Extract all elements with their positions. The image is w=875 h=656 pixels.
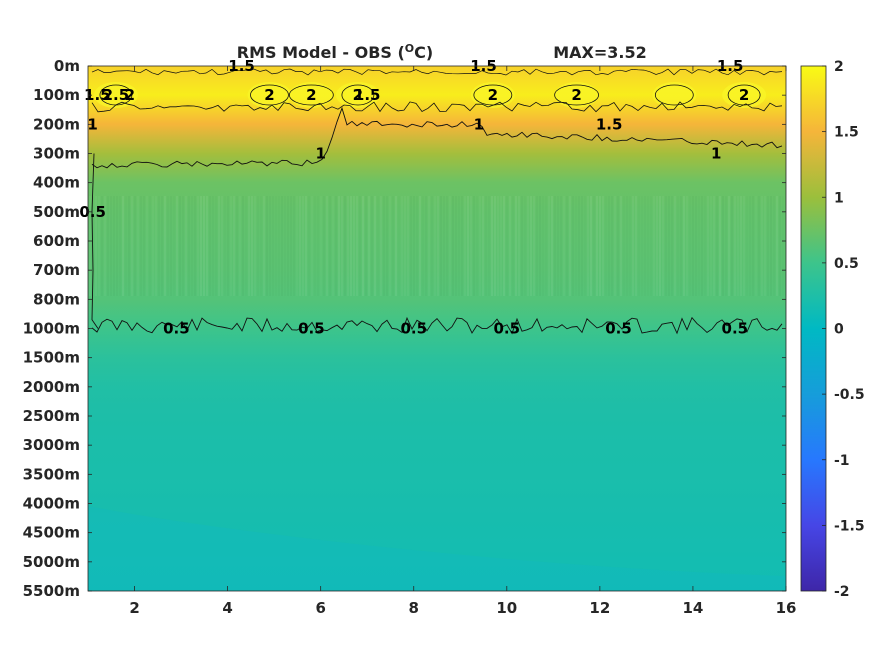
contour-label: 0.5 <box>163 320 190 338</box>
y-tick-label: 3000m <box>23 436 80 454</box>
colorbar-ticks: 2 1.5 1 0.5 0 -0.5 -1 -1.5 -2 <box>822 59 865 600</box>
y-tick-label: 4000m <box>23 495 80 513</box>
colorbar-tick-label: -1.5 <box>834 518 865 534</box>
contour-label: 1 <box>87 115 97 133</box>
contour-label: 1.5 <box>596 115 623 133</box>
colorbar-tick-label: 0.5 <box>834 256 859 272</box>
y-tick-label: 2500m <box>23 407 80 425</box>
contour-label: 1 <box>315 145 325 163</box>
y-tick-label: 300m <box>33 145 80 163</box>
colorbar-tick-label: 2 <box>834 59 844 75</box>
y-tick-label: 5000m <box>23 553 80 571</box>
x-tick-label: 2 <box>129 599 139 617</box>
contour-label: 0.5 <box>494 320 521 338</box>
y-tick-label: 200m <box>33 115 80 133</box>
y-tick-label: 0m <box>54 57 80 75</box>
x-tick-label: 14 <box>682 599 703 617</box>
colorbar-tick-label: -0.5 <box>834 387 865 403</box>
contour-label: 0.5 <box>722 320 749 338</box>
field-texture <box>88 82 786 591</box>
contour-label: 0.5 <box>79 203 106 221</box>
y-axis: 0m 100m 200m 300m 400m 500m 600m 700m 800m 1000m 1… <box>23 57 786 600</box>
colorbar-tick-label: 0 <box>834 322 844 338</box>
y-tick-label: 700m <box>33 261 80 279</box>
contour-label: 2 <box>739 86 749 104</box>
colorbar-tick-label: -2 <box>834 584 850 600</box>
colorbar-tick-label: 1 <box>834 190 844 206</box>
colorbar-scale <box>800 65 827 592</box>
y-tick-label: 600m <box>33 232 80 250</box>
colorbar: 2 1.5 1 0.5 0 -0.5 -1 -1.5 -2 <box>800 59 865 600</box>
x-tick-label: 16 <box>776 599 797 617</box>
colorbar-tick-label: 1.5 <box>834 125 859 141</box>
contour-label: 2.5 <box>103 86 130 104</box>
contour-label: 2 <box>264 86 274 104</box>
x-tick-label: 10 <box>496 599 517 617</box>
colorbar-tick-label: -1 <box>834 453 850 469</box>
y-tick-label: 1000m <box>23 320 80 338</box>
chart-title-unit-sup: O <box>405 42 414 55</box>
y-tick-label: 5500m <box>23 582 80 600</box>
y-tick-label: 3500m <box>23 465 80 483</box>
y-tick-label: 800m <box>33 290 80 308</box>
y-tick-label: 400m <box>33 174 80 192</box>
chart-title-main: RMS Model - OBS ( <box>237 43 405 62</box>
contour-label: 0.5 <box>400 320 427 338</box>
x-axis: 2 4 6 8 10 12 14 16 <box>129 66 796 617</box>
y-tick-label: 4500m <box>23 524 80 542</box>
x-tick-label: 6 <box>315 599 325 617</box>
chart-title: RMS Model - OBS (OC) <box>237 42 433 62</box>
x-tick-label: 4 <box>222 599 232 617</box>
contour-label: 1 <box>474 115 484 133</box>
x-tick-label: 12 <box>589 599 610 617</box>
contour-label: 2 <box>353 86 363 104</box>
max-label: MAX=3.52 <box>553 43 647 62</box>
heatmap-field <box>88 66 786 591</box>
chart-title-unit-rest: C) <box>414 43 433 62</box>
y-tick-label: 2000m <box>23 378 80 396</box>
x-tick-label: 8 <box>409 599 419 617</box>
contour-label: 1 <box>711 145 721 163</box>
contour-label: 1.5 <box>354 86 381 104</box>
y-tick-label: 100m <box>33 86 80 104</box>
contour-label: 0.5 <box>298 320 325 338</box>
y-tick-label: 1500m <box>23 349 80 367</box>
contour-label: 2 <box>306 86 316 104</box>
contour-label: 2 <box>125 86 135 104</box>
contour-label: 2 <box>571 86 581 104</box>
contour-lines <box>91 68 783 335</box>
contour-label: 2 <box>488 86 498 104</box>
y-tick-label: 500m <box>33 203 80 221</box>
contour-label: 0.5 <box>605 320 632 338</box>
contour-label: 1.5 <box>84 86 111 104</box>
